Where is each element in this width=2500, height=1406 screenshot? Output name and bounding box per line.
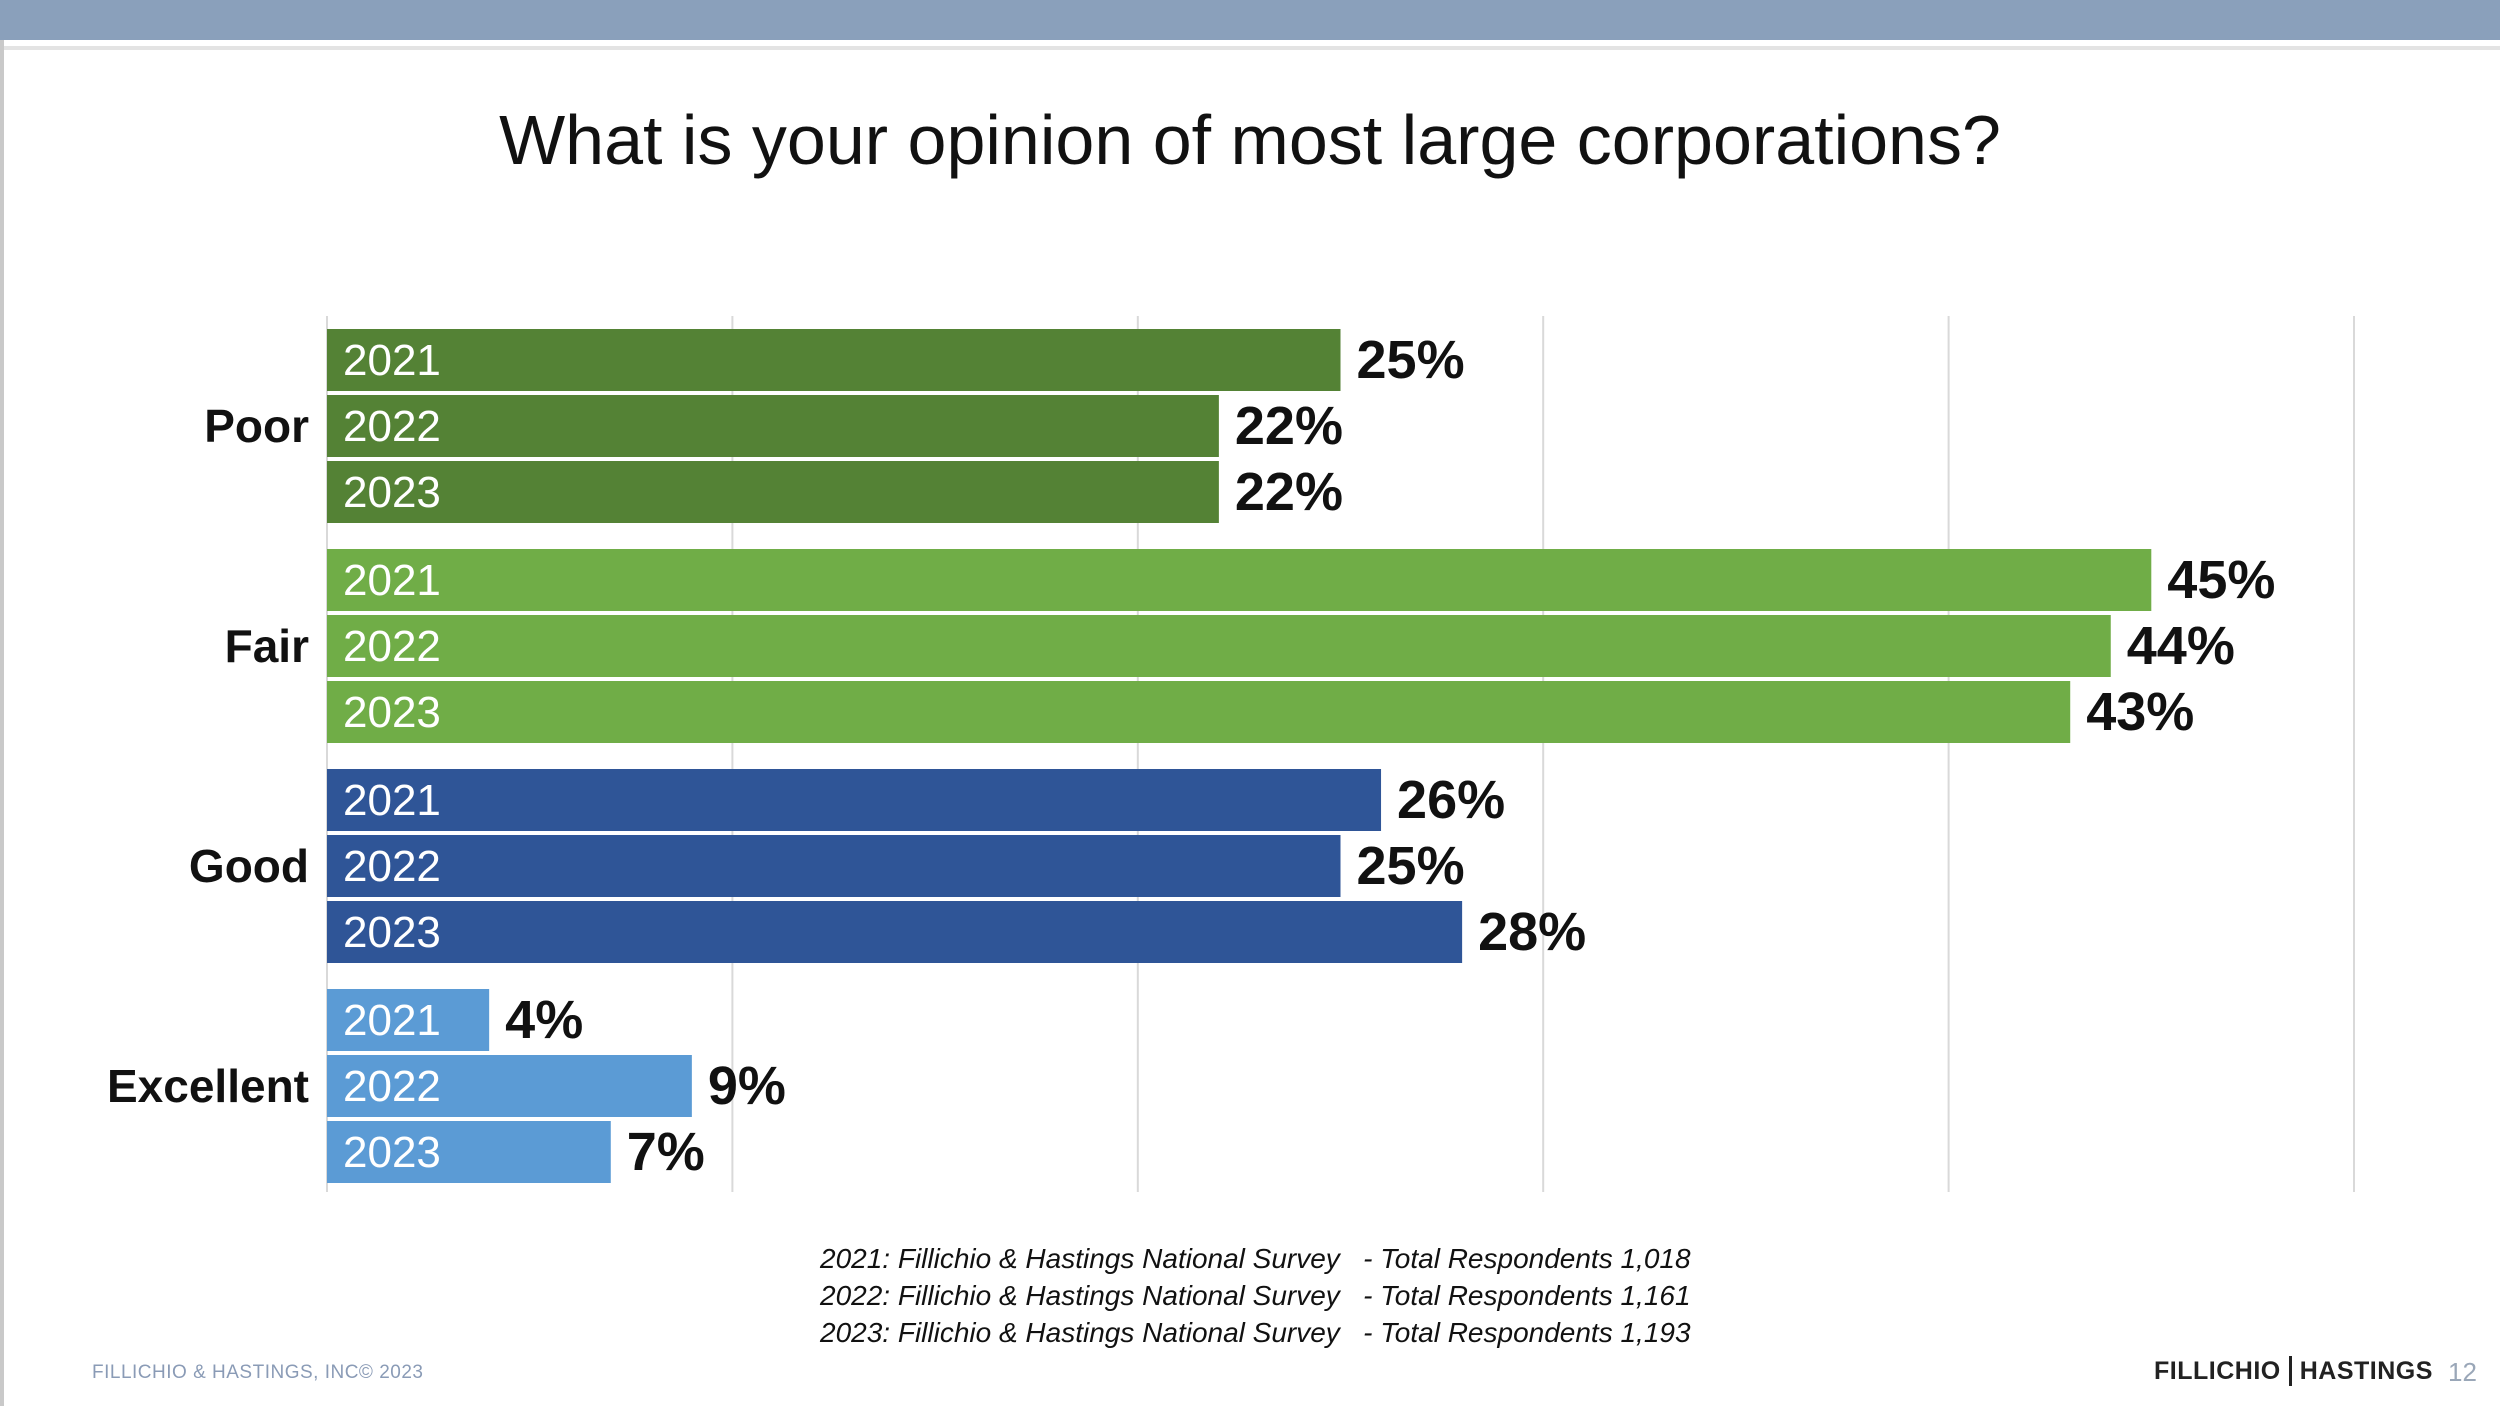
bar xyxy=(327,549,2152,611)
footnote-2023: 2023: Fillichio & Hastings National Surv… xyxy=(820,1317,1691,1348)
left-border xyxy=(0,40,4,1406)
bar-year-label: 2022 xyxy=(343,402,441,451)
bar-year-label: 2022 xyxy=(343,1062,441,1111)
bar xyxy=(327,901,1463,963)
bar xyxy=(327,681,2071,743)
data-label: 4% xyxy=(505,990,583,1050)
bar-year-label: 2023 xyxy=(343,688,441,737)
bar xyxy=(327,989,490,1051)
data-label: 25% xyxy=(1357,330,1465,390)
bar-year-label: 2021 xyxy=(343,996,441,1045)
data-label: 28% xyxy=(1478,902,1586,962)
bar-year-label: 2021 xyxy=(343,556,441,605)
bar xyxy=(327,329,1341,391)
data-label: 26% xyxy=(1397,770,1505,830)
bar xyxy=(327,615,2111,677)
logo-separator xyxy=(2288,1356,2292,1386)
bar-year-label: 2023 xyxy=(343,908,441,957)
data-label: 22% xyxy=(1235,462,1343,522)
survey-footnotes: 2021: Fillichio & Hastings National Surv… xyxy=(820,1240,1691,1351)
bar xyxy=(327,395,1219,457)
category-label: Good xyxy=(189,840,309,892)
bar xyxy=(327,1055,692,1117)
category-label: Fair xyxy=(225,620,309,672)
data-label: 44% xyxy=(2127,616,2235,676)
bar-year-label: 2023 xyxy=(343,468,441,517)
logo-right-text: HASTINGS xyxy=(2299,1356,2433,1385)
bar-year-label: 2022 xyxy=(343,622,441,671)
company-logo: FILLICHIO HASTINGS xyxy=(2154,1356,2433,1386)
logo-left-text: FILLICHIO xyxy=(2154,1356,2281,1385)
data-label: 7% xyxy=(627,1122,705,1182)
bar xyxy=(327,769,1382,831)
category-label: Poor xyxy=(204,400,309,452)
data-label: 9% xyxy=(708,1056,786,1116)
data-label: 43% xyxy=(2086,682,2194,742)
copyright-text: FILLICHIO & HASTINGS, INC© 2023 xyxy=(92,1362,424,1383)
category-label: Excellent xyxy=(107,1060,309,1112)
data-label: 22% xyxy=(1235,396,1343,456)
bar-year-label: 2021 xyxy=(343,776,441,825)
chart-title: What is your opinion of most large corpo… xyxy=(499,101,2001,179)
header-bar xyxy=(0,0,2500,40)
bar-year-label: 2021 xyxy=(343,336,441,385)
data-label: 25% xyxy=(1357,836,1465,896)
footnote-2022: 2022: Fillichio & Hastings National Surv… xyxy=(820,1280,1691,1311)
bar xyxy=(327,461,1219,523)
bar-year-label: 2022 xyxy=(343,842,441,891)
bar-year-label: 2023 xyxy=(343,1128,441,1177)
bar xyxy=(327,1121,611,1183)
footnote-2021: 2021: Fillichio & Hastings National Surv… xyxy=(820,1243,1691,1274)
data-label: 45% xyxy=(2167,550,2275,610)
header-rule xyxy=(0,46,2500,50)
page-number: 12 xyxy=(2448,1357,2477,1387)
bar xyxy=(327,835,1341,897)
